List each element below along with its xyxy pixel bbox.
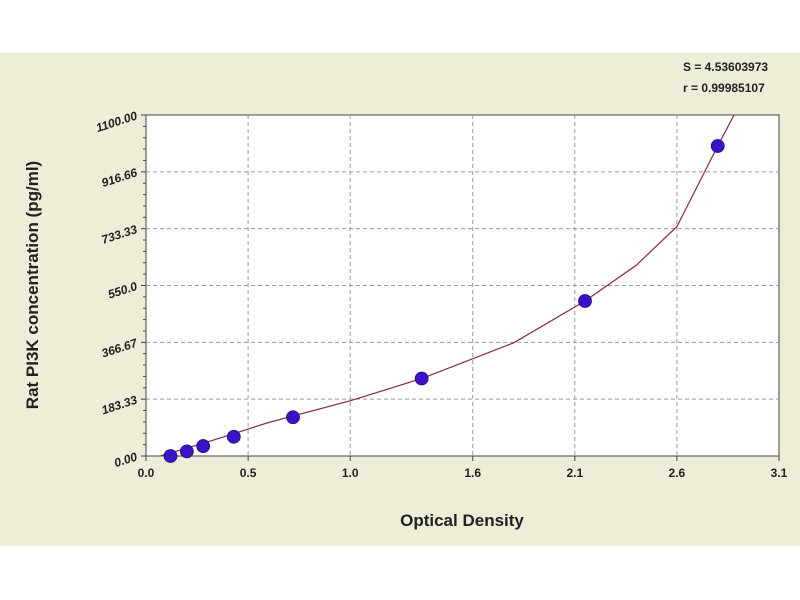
data-point (286, 410, 300, 425)
y-tick-label: 366.67 (100, 335, 140, 360)
stat-s-label: S = 4.53603973 (683, 60, 768, 74)
y-tick-label: 1100.00 (94, 108, 139, 135)
y-axis-ticks: 0.00 183.33 366.67 550.0 733.33 916.66 1100.00 (94, 108, 146, 470)
y-tick-label: 916.66 (100, 165, 140, 190)
data-point (414, 371, 429, 386)
x-tick-label: 0.5 (240, 466, 257, 480)
data-points (163, 139, 725, 463)
x-tick-label: 2.1 (566, 466, 583, 480)
x-axis-title: Optical Density (400, 511, 524, 530)
y-axis-title: Rat PI3K concentration (pg/ml) (23, 161, 42, 409)
data-point (196, 439, 211, 453)
data-point (710, 139, 725, 153)
x-tick-label: 3.1 (771, 466, 788, 480)
grid-lines (146, 115, 779, 456)
y-tick-label: 550.0 (106, 279, 139, 302)
x-tick-label: 0.0 (138, 466, 155, 480)
y-tick-label: 183.33 (100, 393, 140, 418)
y-tick-label: 0.00 (112, 449, 139, 470)
data-point (578, 294, 592, 308)
x-tick-label: 1.6 (464, 466, 481, 480)
stat-r-label: r = 0.99985107 (683, 81, 765, 95)
x-tick-label: 1.0 (342, 466, 359, 480)
data-point (226, 429, 241, 444)
x-axis-ticks: 0.0 0.5 1.0 1.6 2.1 2.6 3.1 (138, 456, 788, 480)
data-point (179, 444, 194, 459)
data-point (163, 449, 178, 463)
x-tick-label: 2.6 (669, 466, 686, 480)
y-tick-label: 733.33 (100, 222, 140, 247)
fit-curve (160, 114, 735, 457)
